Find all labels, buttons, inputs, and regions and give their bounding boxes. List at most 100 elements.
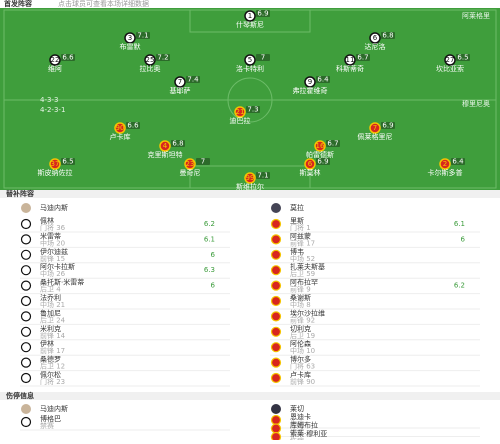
row-name: 卢卡库 <box>290 370 311 379</box>
jersey-icon <box>20 342 32 353</box>
row-name: 鲁加尼 <box>40 308 61 317</box>
player-rating: 6.9 <box>257 10 268 18</box>
player-name: 什琴斯尼 <box>236 20 264 29</box>
player-rating: 7.1 <box>137 32 148 40</box>
row-info: 前锋 15 <box>40 254 65 263</box>
row-info: 伤病 <box>290 419 304 428</box>
team-name: 马迪内斯 <box>40 404 68 413</box>
row-info: 门将 63 <box>290 362 315 371</box>
player-rating: 6.9 <box>317 158 328 166</box>
coach-name: 莫拉 <box>290 203 304 212</box>
rating-badge <box>256 54 270 61</box>
player-rating: 6.4 <box>317 76 329 84</box>
player-number: 90 <box>116 124 125 132</box>
jersey <box>304 158 316 170</box>
player-rating: 6.5 <box>62 158 73 166</box>
jersey-icon <box>270 265 282 276</box>
player-number: 25 <box>146 56 155 64</box>
section-title: 伤停信息 <box>5 391 34 400</box>
row-rating: 6 <box>211 251 216 259</box>
jersey <box>439 158 451 170</box>
player-name: 达尼洛 <box>365 42 386 51</box>
jersey <box>369 32 381 44</box>
row-info: 中场 21 <box>40 300 65 309</box>
rating-badge <box>381 122 395 129</box>
row-name: 佩林 <box>40 216 54 225</box>
divider <box>0 190 500 198</box>
row-name: 桑托斯·米雷蒂 <box>40 278 84 287</box>
row-rating: 6.1 <box>454 220 465 228</box>
row-info: 中场 52 <box>290 254 315 263</box>
row-info: 中场 10 <box>290 346 315 355</box>
rating-badge <box>171 140 185 147</box>
player-number: 22 <box>51 56 60 64</box>
player-number: 5 <box>248 56 252 64</box>
rating-badge <box>256 172 270 179</box>
player-number: 23 <box>186 160 195 168</box>
jersey <box>244 10 256 22</box>
rating-badge <box>451 158 465 165</box>
jersey <box>244 172 256 184</box>
row-name: 阿伦森 <box>290 339 311 348</box>
player-number: 11 <box>346 56 355 64</box>
row-name: 博韦 <box>290 247 304 256</box>
row-info: 中场 20 <box>40 238 65 247</box>
row-rating: 6.2 <box>454 282 465 290</box>
coach-avatar <box>271 203 281 213</box>
row-info: 中场 8 <box>290 300 311 309</box>
jersey <box>244 54 256 66</box>
row-name: 切利克 <box>290 324 311 333</box>
coach-name: 马迪内斯 <box>40 203 68 212</box>
rating-badge <box>316 76 330 83</box>
player-number: 16 <box>316 142 325 150</box>
row-info: 伤病 <box>290 436 304 440</box>
player-number: 3 <box>128 34 132 42</box>
row-name: 博格巴 <box>40 414 61 423</box>
